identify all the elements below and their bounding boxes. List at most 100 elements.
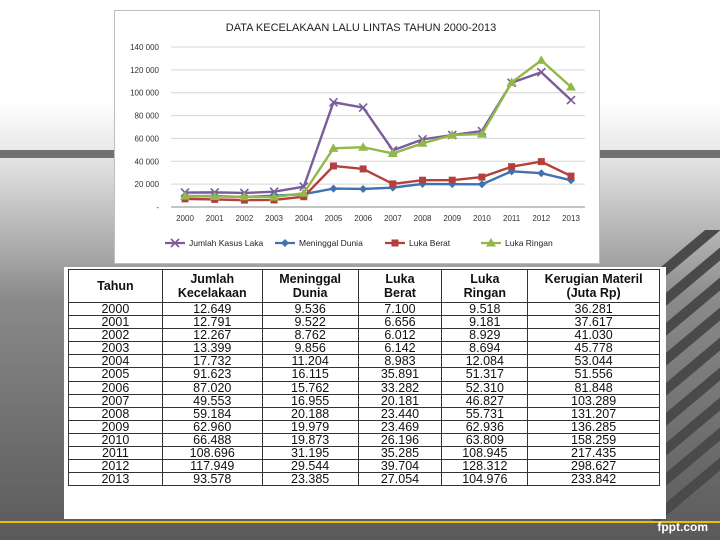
data-point-marker: [269, 187, 279, 197]
table-row: 2010 66.488 19.873 26.196 63.809 158.259: [68, 432, 660, 448]
table-cell: 233.842: [527, 472, 660, 487]
table-cell: 51.556: [527, 367, 660, 382]
x-tick-label: 2012: [532, 214, 550, 223]
y-tick-label: 140 000: [130, 43, 159, 52]
accident-data-table: Tahun Jumlah Kecelakaan Meninggal Dunia Lu…: [68, 269, 660, 487]
table-cell: 104.976: [441, 472, 529, 487]
table-cell: 136.285: [527, 419, 660, 434]
table-cell: 31.195: [261, 446, 359, 461]
data-point-marker: [447, 130, 458, 139]
x-tick-label: 2010: [473, 214, 491, 223]
table-cell: 11.204: [261, 354, 359, 369]
table-cell: 9.856: [261, 341, 359, 356]
data-point-marker: [300, 193, 308, 201]
table-cell: 20.188: [261, 406, 359, 421]
data-point-marker: [359, 184, 368, 193]
data-point-marker: [281, 239, 289, 247]
x-tick-label: 2008: [414, 214, 432, 223]
table-cell: 16.115: [261, 367, 359, 382]
table-cell: 12.267: [161, 328, 263, 343]
table-row: 2008 59.184 20.188 23.440 55.731 131.207: [68, 406, 660, 421]
table-cell: 2006: [68, 380, 163, 395]
header-kerugian-materil: Kerugian Materil (Juta Rp): [527, 269, 660, 303]
legend-label: Jumlah Kasus Laka: [189, 238, 263, 248]
table-cell: 217.435: [527, 446, 660, 461]
data-point-marker: [389, 180, 397, 188]
table-row: 2002 12.267 8.762 6.012 8.929 41.030: [68, 328, 660, 343]
data-point-marker: [180, 191, 190, 200]
table-cell: 108.696: [161, 446, 263, 461]
data-point-marker: [329, 162, 337, 170]
table-cell: 8.929: [441, 328, 529, 343]
table-cell: 87.020: [161, 380, 263, 395]
data-point-marker: [359, 165, 367, 173]
table-cell: 2011: [68, 446, 163, 461]
data-point-marker: [298, 188, 309, 197]
table-row: 2013 93.578 23.385 27.054 104.976 233.842: [68, 472, 660, 487]
data-point-marker: [537, 169, 546, 178]
table-cell: 2008: [68, 406, 163, 421]
data-point-marker: [567, 172, 575, 180]
data-point-marker: [566, 95, 576, 105]
table-cell: 62.960: [161, 419, 263, 434]
table-cell: 298.627: [527, 459, 660, 474]
x-tick-label: 2013: [562, 214, 580, 223]
table-cell: 2010: [68, 432, 163, 448]
data-point-marker: [358, 102, 368, 113]
y-axis-ticks: - 20 000 40 000 60 000 80 000 100 000 120 000 1…: [130, 43, 159, 212]
table-cell: 29.544: [261, 459, 359, 474]
x-tick-label: 2006: [354, 214, 372, 223]
table-cell: 2007: [68, 393, 163, 408]
table-cell: 59.184: [161, 406, 263, 421]
table-cell: 7.100: [357, 301, 443, 317]
table-cell: 51.317: [441, 367, 529, 382]
table-cell: 23.440: [357, 406, 443, 421]
data-point-marker: [486, 238, 496, 247]
x-tick-label: 2005: [325, 214, 343, 223]
table-cell: 63.809: [441, 432, 529, 448]
table-row: 2000 12.649 9.536 7.100 9.518 36.281: [68, 301, 660, 317]
table-cell: 2000: [68, 301, 163, 317]
chart-title: DATA KECELAKAAN LALU LINTAS TAHUN 2000-2…: [226, 22, 496, 34]
series-line: [184, 70, 572, 195]
table-cell: 131.207: [527, 406, 660, 421]
table-row: 2006 87.020 15.762 33.282 52.310 81.848: [68, 380, 660, 395]
table-cell: 6.142: [357, 341, 443, 356]
x-tick-label: 2011: [503, 214, 521, 223]
table-cell: 17.732: [161, 354, 263, 369]
legend: Jumlah Kasus Laka Meninggal Dunia Luka Ber…: [165, 238, 553, 248]
series-line: [184, 58, 572, 199]
table-cell: 49.553: [161, 393, 263, 408]
series-line: [184, 160, 572, 202]
x-axis-ticks: 2000 2001 2002 2003 2004 2005 2006 2007 2008 2009…: [176, 214, 580, 223]
table-cell: 66.488: [161, 432, 263, 448]
legend-label: Meninggal Dunia: [299, 238, 363, 248]
table-cell: 2009: [68, 419, 163, 434]
table-cell: 35.285: [357, 446, 443, 461]
series-lines: [180, 55, 576, 204]
table-cell: 55.731: [441, 406, 529, 421]
table-cell: 27.054: [357, 472, 443, 487]
line-chart: DATA KECELAKAAN LALU LINTAS TAHUN 2000-2…: [130, 22, 585, 248]
y-tick-label: 120 000: [130, 66, 159, 75]
y-tick-label: -: [156, 203, 159, 212]
table-cell: 33.282: [357, 380, 443, 395]
footer-brand: fppt.com: [657, 520, 708, 534]
table-cell: 46.827: [441, 393, 529, 408]
table-cell: 8.983: [357, 354, 443, 369]
data-point-marker: [537, 158, 545, 166]
table-cell: 81.848: [527, 380, 660, 395]
table-cell: 23.469: [357, 419, 443, 434]
table-cell: 45.778: [527, 341, 660, 356]
header-luka-berat: Luka Berat: [357, 269, 443, 303]
x-tick-label: 2000: [176, 214, 194, 223]
data-point-marker: [536, 67, 546, 77]
table-cell: 2001: [68, 315, 163, 330]
table-cell: 93.578: [161, 472, 263, 487]
table-cell: 26.196: [357, 432, 443, 448]
x-tick-label: 2001: [206, 214, 224, 223]
table-cell: 53.044: [527, 354, 660, 369]
x-tick-label: 2004: [295, 214, 313, 223]
table-cell: 2002: [68, 328, 163, 343]
table-cell: 2005: [68, 367, 163, 382]
